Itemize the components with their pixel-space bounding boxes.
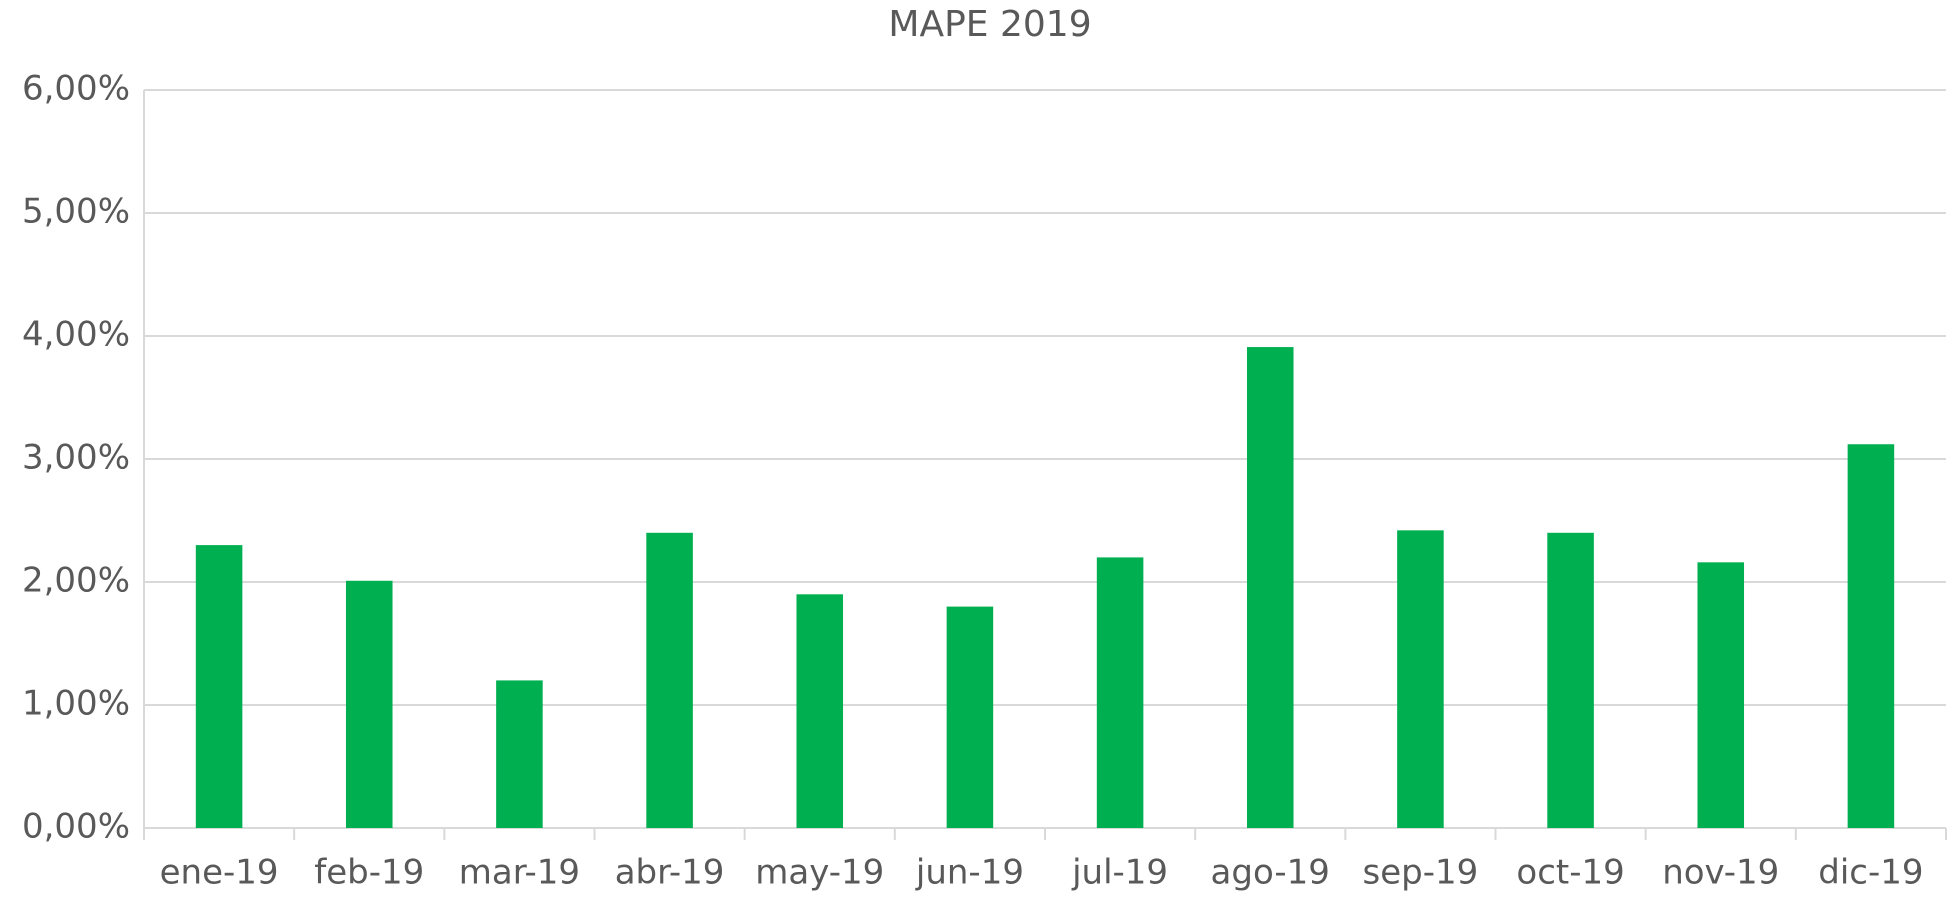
x-tick-label: feb-19 xyxy=(314,853,424,893)
bar xyxy=(646,532,693,828)
y-tick-label: 2,00% xyxy=(22,561,130,601)
bar xyxy=(1697,562,1745,828)
x-tick-label: abr-19 xyxy=(615,853,725,893)
x-tick-label: jun-19 xyxy=(915,853,1024,893)
x-tick-label: nov-19 xyxy=(1662,853,1779,893)
bar xyxy=(345,580,393,828)
x-tick-label: dic-19 xyxy=(1818,853,1923,893)
bar xyxy=(1847,444,1895,828)
bar xyxy=(1096,557,1144,828)
bar xyxy=(1547,532,1594,828)
y-tick-label: 4,00% xyxy=(22,315,130,355)
bar xyxy=(946,606,994,828)
y-tick-label: 6,00% xyxy=(22,69,130,109)
chart-title: MAPE 2019 xyxy=(888,4,1091,45)
x-tick-label: mar-19 xyxy=(459,853,580,893)
x-tick-label: may-19 xyxy=(755,853,884,893)
bar xyxy=(1246,347,1294,828)
x-tick-label: ago-19 xyxy=(1211,853,1330,893)
bar xyxy=(1397,530,1444,828)
x-tick-label: ene-19 xyxy=(160,853,279,893)
bar xyxy=(195,545,243,828)
bar xyxy=(496,680,543,828)
y-tick-label: 5,00% xyxy=(22,192,130,232)
y-tick-label: 0,00% xyxy=(22,807,130,847)
x-tick-label: jul-19 xyxy=(1071,853,1168,893)
x-tick-label: oct-19 xyxy=(1516,853,1624,893)
y-tick-label: 3,00% xyxy=(22,438,130,478)
x-tick-label: sep-19 xyxy=(1363,853,1479,893)
y-tick-label: 1,00% xyxy=(22,684,130,724)
bar xyxy=(796,594,844,828)
